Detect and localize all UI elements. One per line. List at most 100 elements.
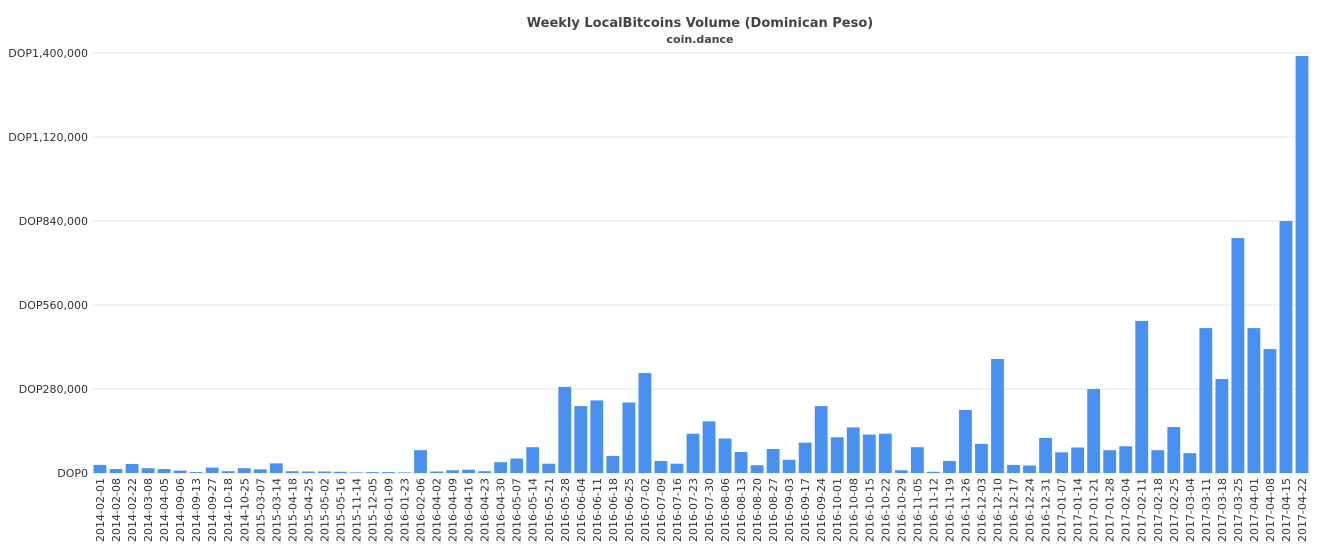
bar (622, 402, 636, 473)
y-tick-label: DOP560,000 (19, 299, 88, 312)
x-tick-label: 2016-09-24 (815, 478, 828, 542)
x-tick-label: 2017-02-18 (1152, 478, 1165, 542)
bar (1183, 453, 1197, 473)
bar (670, 463, 684, 473)
x-tick-label: 2016-11-12 (927, 478, 940, 542)
x-tick-label: 2015-04-25 (302, 478, 315, 542)
x-tick-label: 2016-07-16 (671, 478, 684, 542)
bar (1151, 450, 1165, 473)
x-tick-label: 2017-03-18 (1216, 478, 1229, 542)
x-tick-label: 2016-04-30 (495, 478, 508, 542)
bar (269, 463, 283, 473)
x-tick-label: 2017-02-11 (1136, 478, 1149, 542)
x-tick-label: 2017-02-25 (1168, 478, 1181, 542)
x-tick-label: 2017-04-01 (1248, 478, 1261, 542)
x-tick-label: 2016-01-23 (399, 478, 412, 542)
x-tick-label: 2016-04-23 (479, 478, 492, 542)
x-tick-label: 2016-08-27 (767, 478, 780, 542)
bar (333, 471, 347, 473)
bar (558, 386, 572, 473)
bar (462, 469, 476, 473)
x-tick-label: 2016-11-26 (959, 478, 972, 542)
bar (830, 437, 844, 473)
bar (1119, 446, 1133, 473)
bar (173, 470, 187, 473)
bar (494, 462, 508, 473)
bar (574, 406, 588, 473)
x-tick-label: 2016-05-28 (559, 478, 572, 542)
x-tick-label: 2017-04-22 (1296, 478, 1309, 542)
x-tick-label: 2016-05-07 (511, 478, 524, 542)
bar (1295, 56, 1309, 473)
y-tick-label: DOP1,120,000 (8, 131, 88, 144)
x-tick-label: 2017-01-28 (1104, 478, 1117, 542)
bar (766, 449, 780, 473)
x-tick-label: 2016-12-03 (975, 478, 988, 542)
bar (991, 359, 1004, 473)
bar (1055, 452, 1069, 473)
bar (942, 461, 956, 473)
y-tick-label: DOP840,000 (19, 215, 88, 228)
bar (702, 421, 716, 473)
bar (894, 470, 908, 473)
x-tick-label: 2016-12-24 (1024, 478, 1037, 542)
x-tick-label: 2016-07-09 (655, 478, 668, 542)
x-tick-label: 2014-02-01 (94, 478, 107, 542)
x-tick-label: 2016-10-15 (863, 478, 876, 542)
x-tick-label: 2016-08-13 (735, 478, 748, 542)
x-tick-label: 2016-10-29 (895, 478, 908, 542)
bar (975, 443, 988, 473)
bar (846, 427, 860, 473)
x-tick-label: 2015-03-14 (270, 478, 283, 542)
bar (1039, 437, 1052, 473)
y-tick-label: DOP1,400,000 (8, 47, 88, 60)
chart-subtitle: coin.dance (667, 33, 734, 46)
bar (1231, 238, 1245, 473)
x-tick-label: 2016-12-17 (1008, 478, 1021, 542)
x-tick-label: 2015-12-05 (366, 478, 379, 542)
bar (526, 447, 540, 473)
x-tick-label: 2014-10-18 (222, 478, 235, 542)
bar (1279, 221, 1293, 473)
bar (125, 464, 139, 473)
x-tick-label: 2016-10-22 (879, 478, 892, 542)
bar (1103, 450, 1117, 473)
bar (253, 469, 267, 473)
bar (782, 459, 796, 473)
bar (1199, 328, 1213, 473)
x-tick-label: 2014-09-06 (174, 478, 187, 542)
x-tick-label: 2016-04-09 (447, 478, 460, 542)
x-tick-label: 2017-03-25 (1232, 478, 1245, 542)
x-tick-label: 2016-06-25 (623, 478, 636, 542)
bar (750, 465, 764, 473)
bar (157, 469, 171, 473)
x-tick-label: 2014-02-08 (110, 478, 123, 542)
bar (542, 463, 556, 473)
bar (398, 472, 411, 473)
bar (510, 458, 524, 473)
bar (686, 433, 700, 473)
x-tick-label: 2016-09-03 (783, 478, 796, 542)
bar (1167, 427, 1181, 473)
bar (301, 471, 315, 473)
x-tick-label: 2014-10-25 (238, 478, 251, 542)
x-tick-label: 2015-11-14 (350, 478, 363, 542)
x-tick-label: 2017-03-11 (1200, 478, 1213, 542)
x-tick-label: 2016-12-10 (991, 478, 1004, 542)
bar (910, 447, 924, 473)
x-tick-label: 2017-02-04 (1120, 478, 1133, 542)
chart-title: Weekly LocalBitcoins Volume (Dominican P… (527, 16, 873, 31)
bar (1263, 349, 1277, 473)
x-tick-label: 2016-02-06 (415, 478, 428, 542)
bar (366, 472, 379, 473)
bar (237, 468, 251, 473)
x-tick-label: 2016-09-17 (799, 478, 812, 542)
bar (734, 452, 748, 473)
bar (478, 471, 492, 473)
x-tick-label: 2015-04-18 (286, 478, 299, 542)
bar (878, 433, 892, 473)
bar (1135, 320, 1149, 473)
bar (382, 472, 395, 473)
bar (350, 472, 363, 473)
